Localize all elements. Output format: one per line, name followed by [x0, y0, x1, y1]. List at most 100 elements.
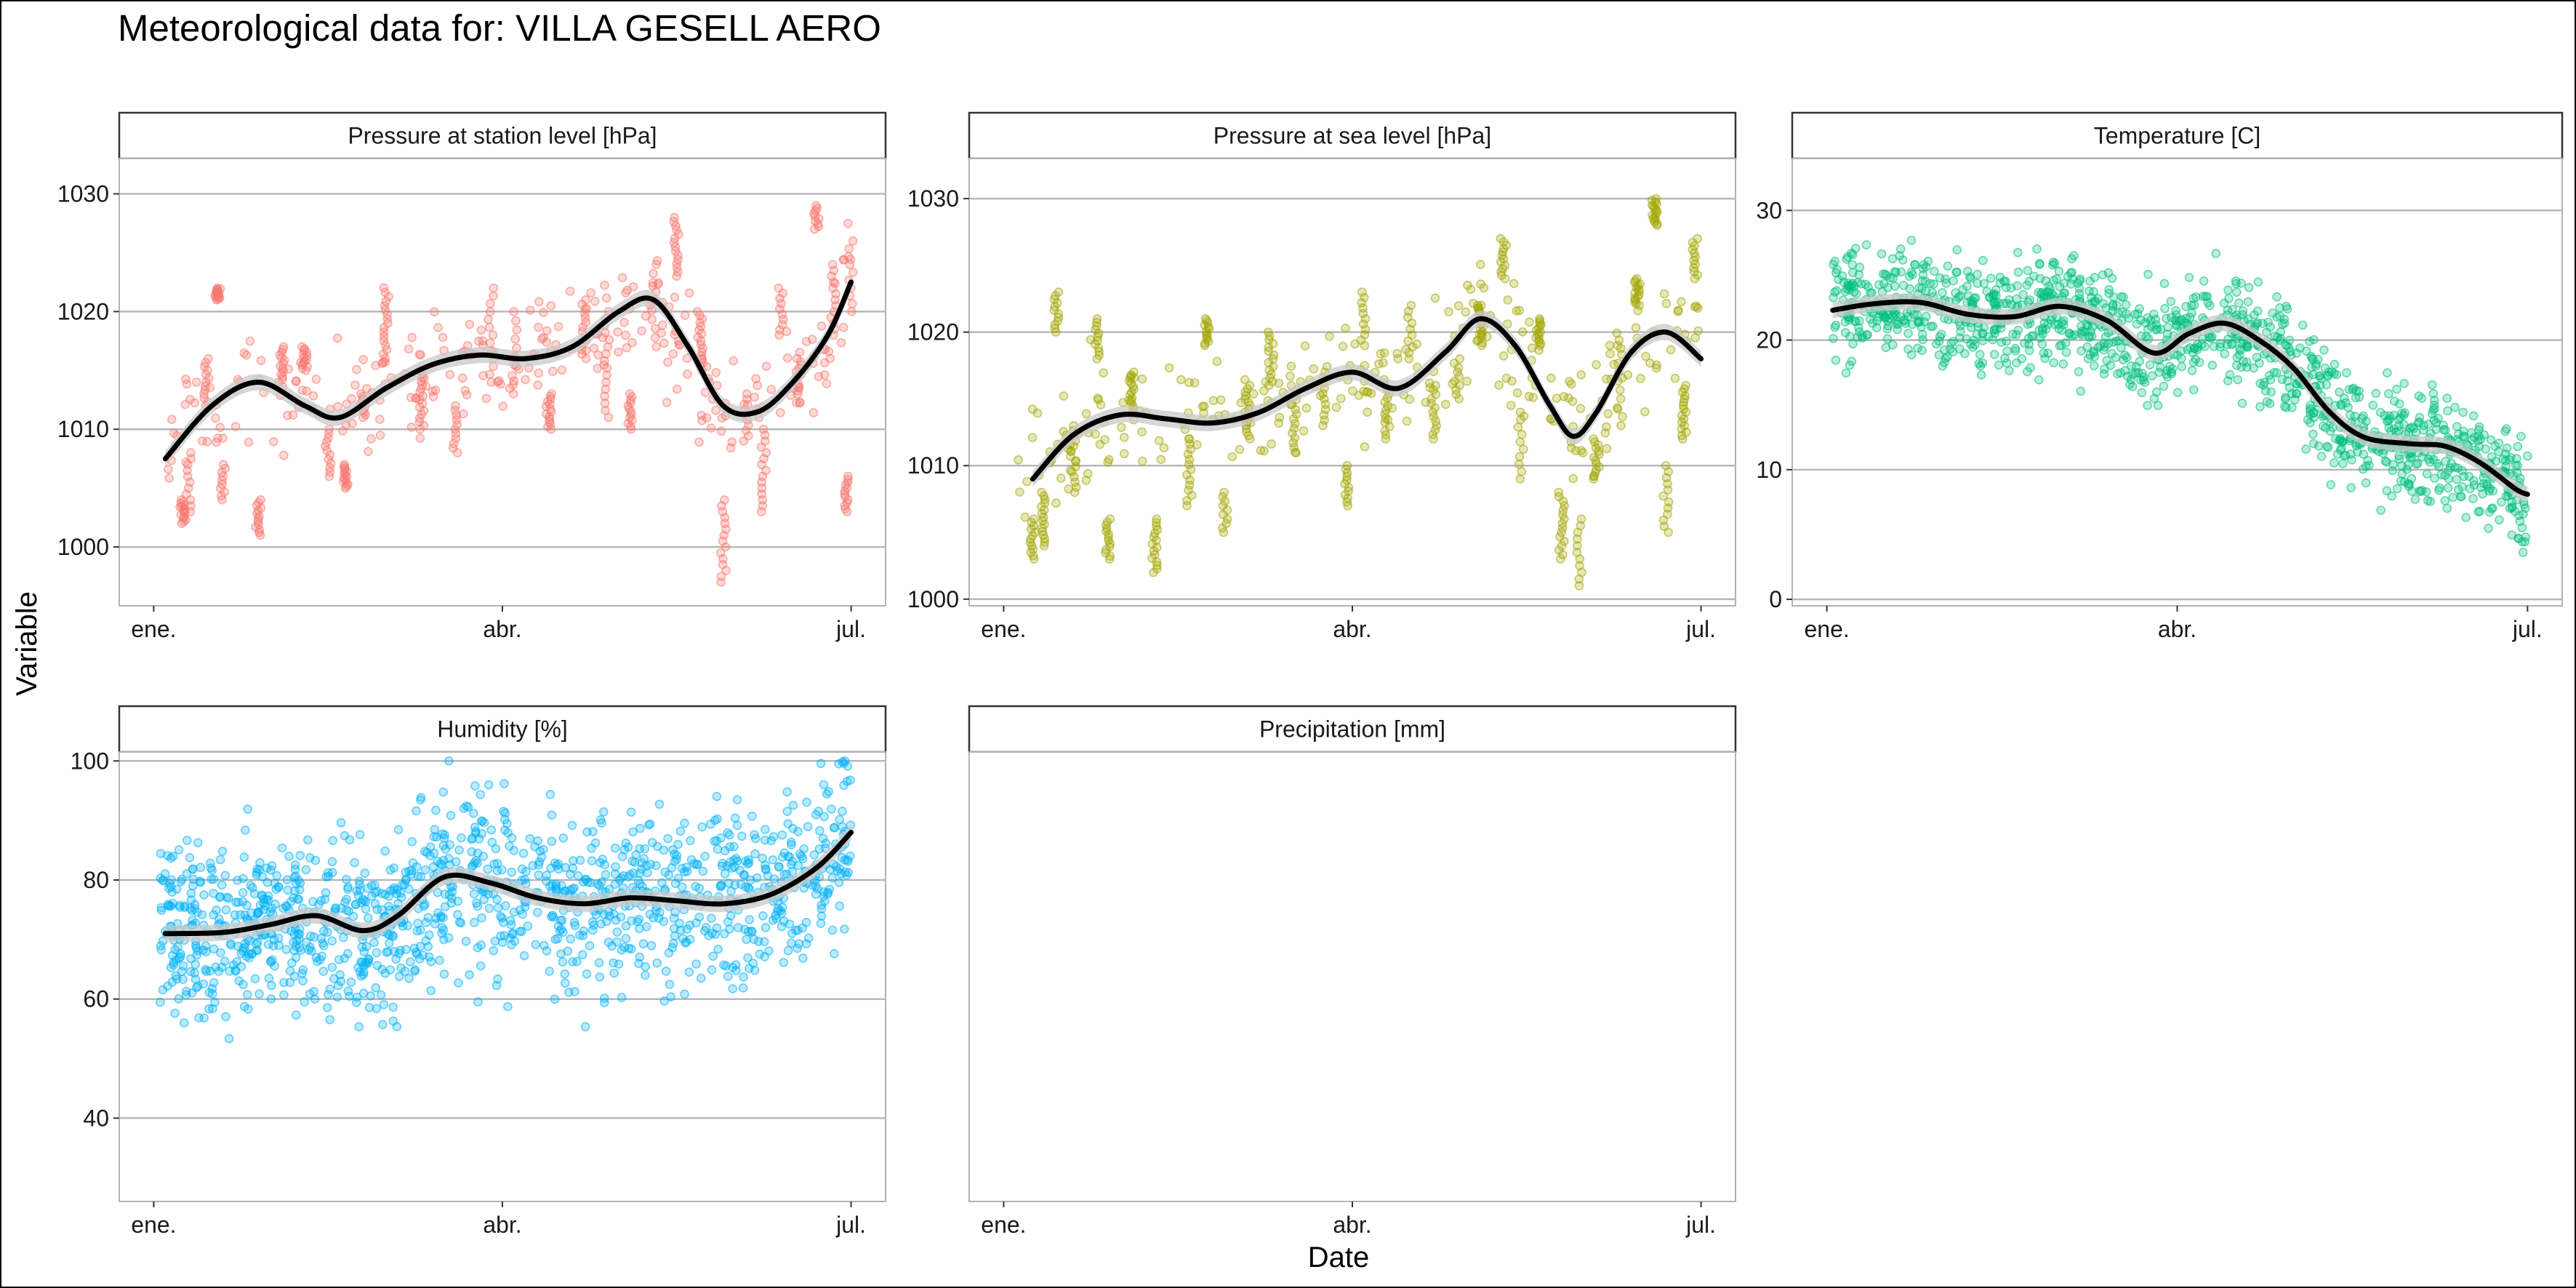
data-point	[621, 839, 631, 848]
data-point	[2159, 381, 2169, 391]
data-point	[255, 858, 265, 868]
data-point	[2012, 358, 2021, 368]
data-point	[410, 965, 420, 975]
data-point	[366, 881, 377, 890]
data-point	[2189, 300, 2199, 311]
data-point	[1288, 438, 1298, 448]
data-point	[1631, 323, 1641, 332]
data-point	[433, 322, 443, 332]
data-point	[2013, 247, 2023, 257]
data-point	[1083, 468, 1093, 479]
data-point	[641, 970, 650, 980]
data-point	[284, 852, 294, 861]
data-point	[254, 908, 264, 917]
data-point	[590, 296, 600, 306]
data-point	[2060, 288, 2069, 298]
data-point	[594, 958, 604, 968]
data-point	[662, 398, 672, 407]
data-point	[715, 548, 726, 558]
data-point	[469, 889, 479, 899]
data-point	[1448, 379, 1457, 389]
data-point	[570, 987, 579, 996]
data-point	[1155, 436, 1164, 446]
data-point	[848, 299, 857, 308]
y-tick-label: 40	[83, 1105, 109, 1131]
data-point	[2335, 387, 2344, 397]
data-point	[170, 1008, 180, 1018]
data-point	[2362, 416, 2371, 426]
data-point	[477, 913, 486, 923]
data-point	[1469, 298, 1478, 308]
data-point	[2121, 300, 2131, 310]
data-point	[838, 822, 847, 832]
data-point	[2089, 348, 2099, 358]
data-point	[2117, 307, 2127, 317]
data-point	[2305, 337, 2314, 346]
data-point	[761, 448, 771, 457]
data-point	[630, 857, 640, 867]
data-point	[782, 353, 793, 363]
data-point	[1990, 301, 2000, 311]
data-point	[1341, 323, 1350, 333]
data-point	[803, 822, 813, 831]
data-point	[2308, 439, 2319, 449]
data-point	[2233, 375, 2242, 385]
data-point	[1898, 281, 1909, 290]
data-point	[2434, 485, 2444, 495]
data-point	[646, 941, 657, 951]
data-point	[550, 994, 560, 1004]
data-point	[628, 281, 638, 292]
data-point	[2461, 513, 2471, 522]
data-point	[302, 835, 313, 845]
data-point	[2089, 361, 2099, 371]
data-point	[234, 976, 244, 985]
data-point	[1216, 395, 1226, 405]
data-point	[758, 424, 769, 434]
data-point	[2399, 378, 2409, 388]
data-point	[492, 866, 502, 876]
y-tick-label: 1030	[57, 181, 109, 207]
data-point	[1496, 233, 1506, 244]
data-point	[2428, 405, 2438, 415]
data-point	[819, 780, 829, 790]
data-point	[1288, 414, 1299, 424]
data-point	[1512, 306, 1521, 316]
data-point	[352, 364, 361, 375]
data-point	[2250, 310, 2259, 320]
data-point	[2361, 478, 2371, 488]
data-point	[672, 384, 682, 394]
data-point	[686, 855, 697, 865]
data-point	[720, 495, 729, 505]
data-point	[1896, 267, 1906, 277]
data-point	[1300, 341, 1310, 351]
data-point	[2137, 388, 2147, 398]
data-point	[518, 909, 528, 919]
data-point	[1554, 545, 1564, 555]
data-point	[593, 350, 603, 360]
data-point	[1877, 249, 1887, 259]
data-point	[2279, 319, 2290, 328]
data-point	[2382, 416, 2392, 426]
data-point	[186, 889, 196, 898]
data-point	[2002, 336, 2011, 346]
data-point	[2376, 505, 2386, 515]
data-point	[2464, 471, 2474, 481]
data-point	[1690, 302, 1700, 312]
data-point	[284, 364, 294, 374]
data-point	[539, 332, 548, 343]
data-point	[730, 813, 740, 823]
data-point	[1566, 379, 1576, 389]
data-point	[2255, 401, 2265, 412]
data-point	[2244, 282, 2254, 292]
data-point	[423, 913, 433, 922]
data-point	[1430, 293, 1440, 303]
panel-title: Humidity [%]	[437, 716, 568, 743]
data-point	[1119, 433, 1129, 442]
data-point	[1679, 397, 1689, 407]
data-point	[601, 377, 611, 387]
data-point	[268, 436, 278, 447]
data-point	[610, 869, 620, 879]
data-point	[366, 434, 376, 444]
data-point	[601, 293, 611, 303]
